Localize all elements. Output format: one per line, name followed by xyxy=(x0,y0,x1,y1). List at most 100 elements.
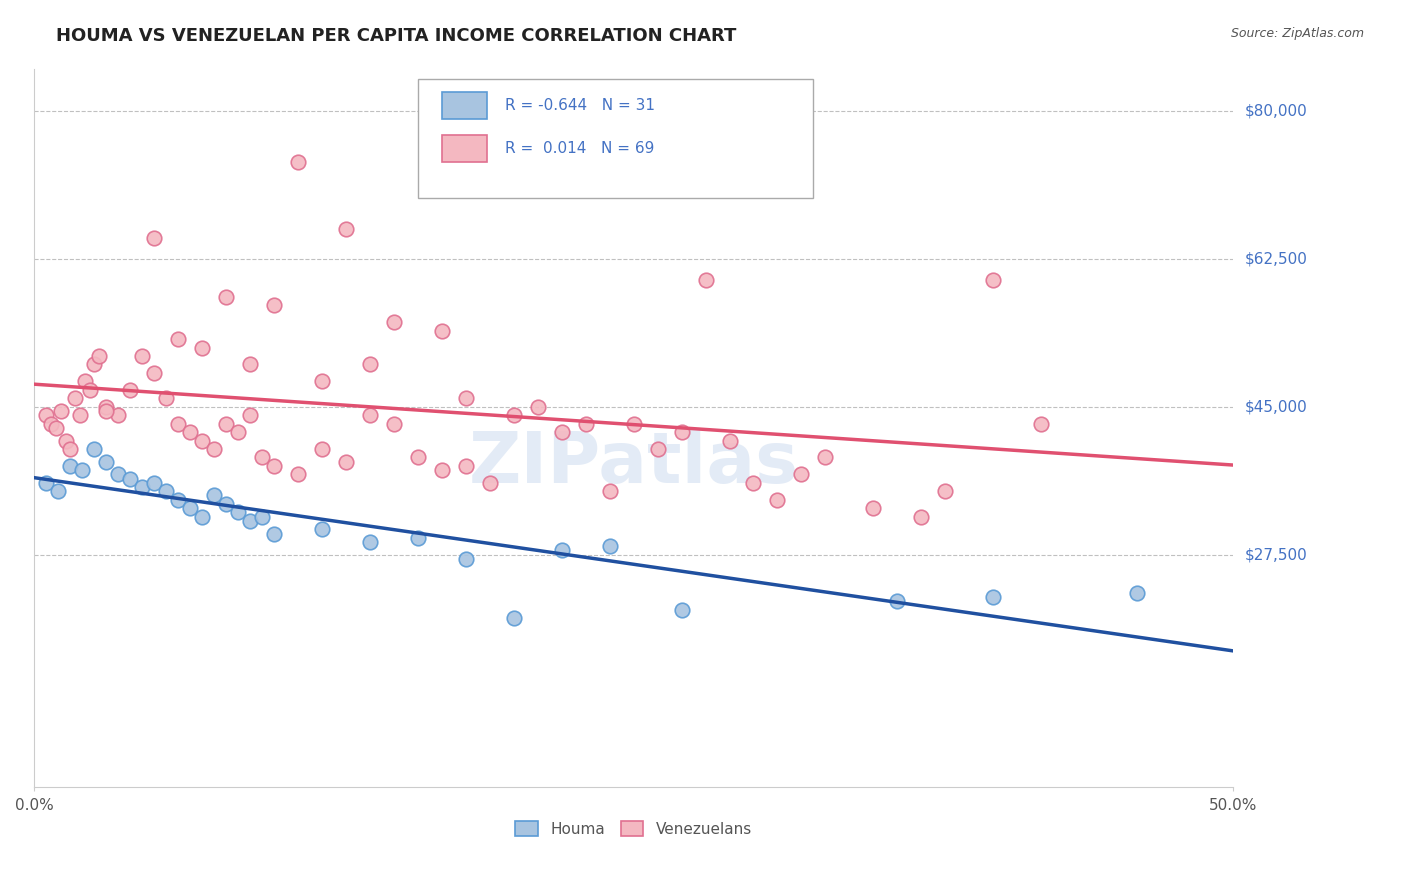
Point xyxy=(39,417,62,431)
Point xyxy=(96,400,118,414)
Point xyxy=(406,531,429,545)
Point xyxy=(179,425,201,439)
Text: R = -0.644   N = 31: R = -0.644 N = 31 xyxy=(505,97,655,112)
Point xyxy=(55,434,77,448)
Point xyxy=(69,408,91,422)
Point xyxy=(79,383,101,397)
Point xyxy=(143,230,166,244)
Point xyxy=(359,408,381,422)
Point xyxy=(335,455,357,469)
Point xyxy=(766,492,789,507)
Point xyxy=(46,484,69,499)
Point xyxy=(263,298,285,312)
Point xyxy=(671,425,693,439)
Point xyxy=(311,522,333,536)
Text: Source: ZipAtlas.com: Source: ZipAtlas.com xyxy=(1230,27,1364,40)
Point xyxy=(202,488,225,502)
Point xyxy=(83,358,105,372)
Point xyxy=(49,404,72,418)
Point xyxy=(120,383,142,397)
Point xyxy=(886,594,908,608)
Point xyxy=(981,273,1004,287)
Point xyxy=(143,475,166,490)
Point xyxy=(35,408,58,422)
Point xyxy=(250,450,273,465)
Point xyxy=(934,484,956,499)
Point xyxy=(478,475,501,490)
Point xyxy=(215,497,238,511)
Point xyxy=(742,475,765,490)
Point xyxy=(167,332,190,346)
Point xyxy=(430,463,453,477)
Point xyxy=(526,400,548,414)
Point xyxy=(72,463,94,477)
Point xyxy=(179,501,201,516)
Point xyxy=(910,509,932,524)
Point xyxy=(671,602,693,616)
Point xyxy=(359,535,381,549)
Point xyxy=(226,425,249,439)
Text: HOUMA VS VENEZUELAN PER CAPITA INCOME CORRELATION CHART: HOUMA VS VENEZUELAN PER CAPITA INCOME CO… xyxy=(56,27,737,45)
Point xyxy=(239,358,262,372)
Point xyxy=(167,492,190,507)
Point xyxy=(454,552,477,566)
Point xyxy=(202,442,225,456)
Point xyxy=(59,458,82,473)
Point xyxy=(87,349,110,363)
Point xyxy=(59,442,82,456)
Point xyxy=(695,273,717,287)
Point xyxy=(1029,417,1052,431)
Text: R =  0.014   N = 69: R = 0.014 N = 69 xyxy=(505,141,655,156)
Point xyxy=(239,514,262,528)
Point xyxy=(143,366,166,380)
Point xyxy=(131,480,153,494)
Point xyxy=(359,358,381,372)
FancyBboxPatch shape xyxy=(441,92,488,119)
Point xyxy=(107,408,129,422)
Point xyxy=(250,509,273,524)
Point xyxy=(215,417,238,431)
Point xyxy=(107,467,129,482)
Point xyxy=(226,505,249,519)
Point xyxy=(287,154,309,169)
Point xyxy=(502,611,524,625)
Point xyxy=(45,421,67,435)
Text: $27,500: $27,500 xyxy=(1244,547,1308,562)
Point xyxy=(430,324,453,338)
Point xyxy=(191,434,214,448)
Point xyxy=(131,349,153,363)
Point xyxy=(263,458,285,473)
FancyBboxPatch shape xyxy=(441,135,488,162)
Point xyxy=(599,484,621,499)
Point xyxy=(63,391,86,405)
Point xyxy=(1126,585,1149,599)
Text: $80,000: $80,000 xyxy=(1244,103,1308,119)
Point xyxy=(155,391,177,405)
Point xyxy=(191,509,214,524)
Point xyxy=(83,442,105,456)
Point xyxy=(454,391,477,405)
Point xyxy=(981,590,1004,604)
Point xyxy=(263,526,285,541)
Point xyxy=(287,467,309,482)
Point xyxy=(551,543,574,558)
FancyBboxPatch shape xyxy=(418,79,814,198)
Point xyxy=(454,458,477,473)
Text: $62,500: $62,500 xyxy=(1244,252,1308,266)
Point xyxy=(96,404,118,418)
Text: ZIPatlas: ZIPatlas xyxy=(468,429,799,499)
Point xyxy=(862,501,884,516)
Point xyxy=(311,442,333,456)
Point xyxy=(647,442,669,456)
Point xyxy=(239,408,262,422)
Point xyxy=(335,222,357,236)
Point xyxy=(502,408,524,422)
Point xyxy=(311,375,333,389)
Point xyxy=(167,417,190,431)
Point xyxy=(382,417,405,431)
Point xyxy=(623,417,645,431)
Point xyxy=(96,455,118,469)
Point xyxy=(155,484,177,499)
Point xyxy=(406,450,429,465)
Point xyxy=(575,417,598,431)
